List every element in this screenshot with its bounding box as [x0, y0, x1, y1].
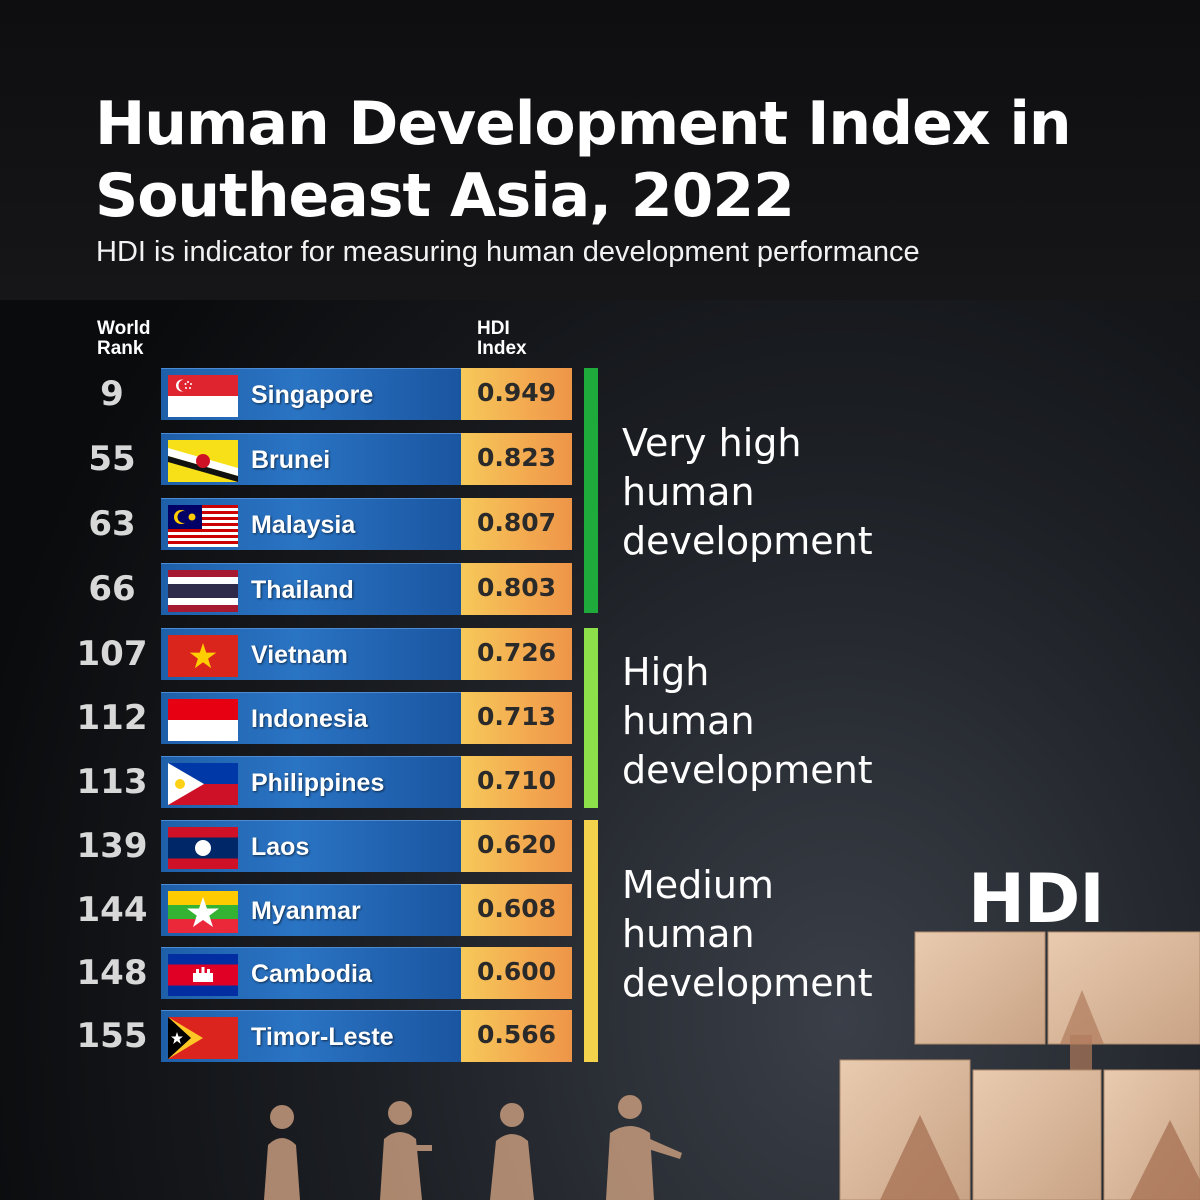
hdi-value: 0.823 [461, 433, 572, 485]
country-name: Laos [251, 833, 310, 861]
vietnam-flag-icon [168, 635, 238, 677]
country-name: Vietnam [251, 641, 348, 669]
hdi-value: 0.713 [461, 692, 572, 744]
hdi-value: 0.807 [461, 498, 572, 550]
high-group-label: High human development [622, 648, 873, 795]
country-row: Timor-Leste [161, 1010, 461, 1062]
hdi-value: 0.949 [461, 368, 572, 420]
wooden-blocks-illustration [839, 931, 1200, 1200]
group-label-line: human [622, 912, 755, 956]
hdi-header-line1: HDI [477, 318, 510, 339]
country-name: Malaysia [251, 511, 356, 539]
very-high-group-line [584, 368, 598, 613]
group-label-line: Very high [622, 421, 802, 465]
group-label-line: development [622, 748, 873, 792]
group-label-line: High [622, 650, 710, 694]
group-label-line: human [622, 699, 755, 743]
hdi-value: 0.726 [461, 628, 572, 680]
rank-cell: 9 [100, 374, 124, 414]
rank-cell: 155 [76, 1016, 148, 1056]
group-label-line: development [622, 519, 873, 563]
country-row: Singapore [161, 368, 461, 420]
brunei-flag-icon [168, 440, 238, 482]
country-row: Laos [161, 820, 461, 872]
hdi-value: 0.710 [461, 756, 572, 808]
high-group-line [584, 628, 598, 808]
medium-group-label: Medium human development [622, 861, 873, 1008]
group-label-line: development [622, 961, 873, 1005]
country-name: Brunei [251, 446, 331, 474]
very-high-group-label: Very high human development [622, 419, 873, 566]
country-row: Philippines [161, 756, 461, 808]
rank-cell: 113 [76, 762, 148, 802]
hdi-value: 0.600 [461, 947, 572, 999]
hdi-column-header: HDI Index [477, 319, 527, 359]
country-name: Singapore [251, 381, 374, 409]
singapore-flag-icon [168, 375, 238, 417]
country-name: Philippines [251, 769, 385, 797]
rank-column-header: World Rank [97, 319, 150, 359]
malaysia-flag-icon [168, 505, 238, 547]
rank-cell: 66 [88, 569, 136, 609]
rank-cell: 55 [88, 439, 136, 479]
country-name: Cambodia [251, 960, 372, 988]
hdi-value: 0.620 [461, 820, 572, 872]
group-label-line: Medium [622, 863, 774, 907]
rank-header-line2: Rank [97, 338, 144, 359]
country-row: Myanmar [161, 884, 461, 936]
country-row: Cambodia [161, 947, 461, 999]
country-name: Myanmar [251, 897, 361, 925]
country-name: Indonesia [251, 705, 368, 733]
country-row: Vietnam [161, 628, 461, 680]
country-row: Indonesia [161, 692, 461, 744]
rank-cell: 63 [88, 504, 136, 544]
hdi-header-line2: Index [477, 338, 527, 359]
rank-cell: 112 [76, 698, 148, 738]
medium-group-line [584, 820, 598, 1062]
rank-cell: 148 [76, 953, 148, 993]
rank-header-line1: World [97, 318, 151, 339]
country-name: Thailand [251, 576, 354, 604]
indonesia-flag-icon [168, 699, 238, 741]
header-band [0, 0, 1200, 300]
country-row: Thailand [161, 563, 461, 615]
philippines-flag-icon [168, 763, 238, 805]
laos-flag-icon [168, 827, 238, 869]
page-subtitle: HDI is indicator for measuring human dev… [96, 236, 920, 268]
rank-cell: 107 [76, 634, 148, 674]
hdi-value: 0.566 [461, 1010, 572, 1062]
hdi-decor-label: HDI [968, 860, 1105, 939]
hdi-value: 0.803 [461, 563, 572, 615]
page-title: Human Development Index in Southeast Asi… [95, 89, 1072, 231]
timor-leste-flag-icon [168, 1017, 238, 1059]
rank-cell: 144 [76, 890, 148, 930]
country-row: Brunei [161, 433, 461, 485]
people-silhouettes-illustration [264, 1095, 682, 1200]
country-name: Timor-Leste [251, 1023, 394, 1051]
country-row: Malaysia [161, 498, 461, 550]
cambodia-flag-icon [168, 954, 238, 996]
myanmar-flag-icon [168, 891, 238, 933]
hdi-value: 0.608 [461, 884, 572, 936]
group-label-line: human [622, 470, 755, 514]
thailand-flag-icon [168, 570, 238, 612]
rank-cell: 139 [76, 826, 148, 866]
